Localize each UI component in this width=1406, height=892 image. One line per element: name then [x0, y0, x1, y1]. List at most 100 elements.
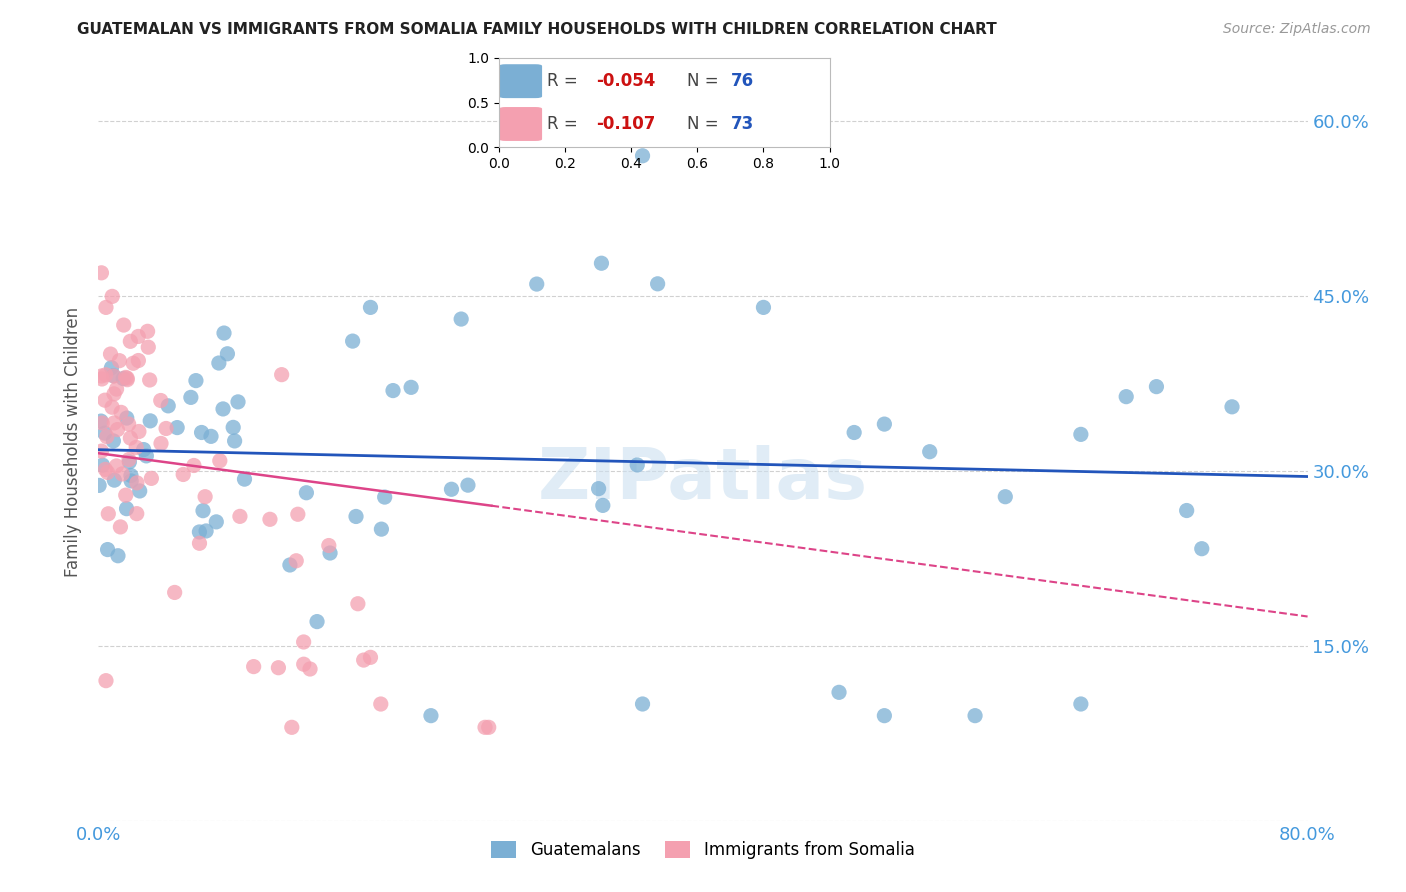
Point [918, 444, 941, 458]
Point [139, 414, 162, 428]
Point [360, 650, 382, 665]
Text: Source: ZipAtlas.com: Source: ZipAtlas.com [1223, 22, 1371, 37]
FancyBboxPatch shape [499, 107, 543, 141]
Point [166, 420, 188, 434]
Point [270, 368, 292, 382]
Point [212, 326, 235, 340]
Point [180, 390, 202, 404]
Point [440, 483, 463, 497]
Point [217, 347, 239, 361]
Point [125, 441, 148, 455]
Point [172, 467, 194, 482]
Point [118, 452, 141, 467]
Point [94, 368, 117, 382]
Point [100, 360, 122, 375]
Point [873, 417, 896, 431]
Point [195, 524, 218, 538]
Point [103, 368, 125, 383]
Point [281, 720, 304, 734]
Point [205, 515, 228, 529]
Point [115, 371, 138, 385]
Point [200, 429, 222, 443]
Point [318, 539, 340, 553]
Point [1070, 427, 1092, 442]
Point [101, 401, 124, 415]
Point [138, 373, 160, 387]
Point [188, 536, 211, 550]
Point [242, 659, 264, 673]
Point [97, 542, 120, 557]
Point [752, 301, 775, 315]
Point [103, 416, 125, 430]
Point [155, 421, 177, 435]
Point [90, 266, 112, 280]
Point [125, 507, 148, 521]
Point [478, 720, 501, 734]
Point [873, 708, 896, 723]
Point [101, 289, 124, 303]
Point [370, 522, 392, 536]
Point [157, 399, 180, 413]
Point [278, 558, 301, 572]
Point [1115, 390, 1137, 404]
Text: N =: N = [688, 72, 718, 90]
Point [305, 615, 328, 629]
Point [118, 417, 141, 431]
Point [125, 475, 148, 490]
Point [222, 420, 245, 434]
Point [94, 673, 117, 688]
Point [120, 474, 142, 488]
Point [399, 380, 422, 394]
Point [212, 401, 235, 416]
Point [108, 353, 131, 368]
Point [592, 499, 614, 513]
Point [127, 353, 149, 368]
Point [128, 425, 150, 439]
Point [87, 478, 110, 492]
Point [105, 458, 128, 473]
Point [136, 324, 159, 338]
Point [844, 425, 866, 440]
Point [229, 509, 252, 524]
Point [344, 509, 367, 524]
Point [382, 384, 405, 398]
Point [591, 256, 613, 270]
Point [111, 467, 134, 481]
Point [90, 369, 112, 384]
Point [259, 512, 281, 526]
Point [233, 472, 256, 486]
Point [285, 554, 308, 568]
Point [103, 434, 125, 448]
Point [94, 301, 117, 315]
Point [183, 458, 205, 473]
Point [474, 720, 496, 734]
Point [94, 462, 117, 476]
Point [450, 312, 472, 326]
Point [457, 478, 479, 492]
Point [115, 411, 138, 425]
Point [90, 372, 112, 386]
Point [96, 430, 118, 444]
Point [103, 473, 125, 487]
Text: R =: R = [547, 115, 578, 133]
Point [128, 483, 150, 498]
Point [120, 334, 142, 349]
Text: 73: 73 [731, 115, 754, 133]
Point [97, 507, 120, 521]
Point [319, 546, 342, 560]
FancyBboxPatch shape [499, 64, 543, 98]
Point [965, 708, 987, 723]
Y-axis label: Family Households with Children: Family Households with Children [65, 307, 83, 576]
Point [115, 373, 138, 387]
Point [132, 442, 155, 457]
Point [299, 662, 322, 676]
Point [115, 501, 138, 516]
Point [588, 482, 610, 496]
Point [526, 277, 548, 291]
Text: 76: 76 [731, 72, 754, 90]
Text: N =: N = [688, 115, 718, 133]
Legend: Guatemalans, Immigrants from Somalia: Guatemalans, Immigrants from Somalia [485, 834, 921, 865]
Point [103, 368, 125, 383]
Point [1070, 697, 1092, 711]
Point [287, 508, 309, 522]
